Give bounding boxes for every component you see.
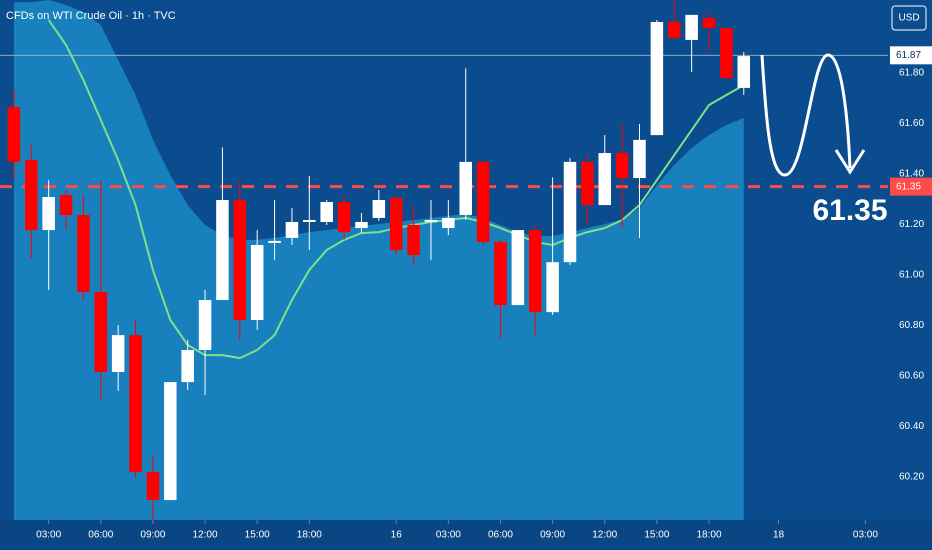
- candle-body: [25, 160, 38, 231]
- candle-body: [581, 161, 594, 206]
- chart-title: CFDs on WTI Crude Oil · 1h · TVC: [6, 10, 176, 22]
- y-tick-label: 60.80: [899, 320, 924, 331]
- y-tick-label: 61.40: [899, 169, 924, 180]
- projection-arrow: [760, 53, 852, 177]
- candle-body: [702, 17, 716, 29]
- candle-body: [7, 107, 21, 162]
- candle-body: [285, 221, 299, 238]
- x-tick-label: 12:00: [592, 530, 617, 541]
- x-tick-label: 06:00: [88, 530, 113, 541]
- candle-body: [737, 56, 751, 88]
- candle-body: [650, 21, 664, 136]
- candle-body: [250, 244, 264, 320]
- y-tick-label: 60.40: [899, 421, 924, 432]
- candle-body: [146, 472, 160, 501]
- candle-body: [320, 202, 333, 222]
- candle-body: [216, 200, 229, 301]
- candle-body: [59, 194, 73, 215]
- candle-body: [615, 153, 629, 179]
- band-area: [13, 0, 744, 520]
- y-tick-label: 61.00: [899, 270, 924, 281]
- candle-body: [494, 241, 507, 306]
- y-tick-label: 61.80: [899, 68, 924, 79]
- candle-body: [164, 382, 177, 501]
- last-price-label: 61.87: [896, 50, 921, 61]
- candle-body: [511, 230, 525, 306]
- candle-body: [111, 335, 125, 373]
- candle-body: [129, 335, 142, 473]
- candle-body: [372, 200, 386, 218]
- candle-body: [424, 219, 438, 222]
- candle-body: [720, 28, 733, 79]
- x-tick-label: 12:00: [193, 530, 218, 541]
- y-tick-label: 61.60: [899, 118, 924, 129]
- candle-body: [667, 21, 681, 38]
- y-tick-label: 61.20: [899, 219, 924, 230]
- x-tick-label: 15:00: [245, 530, 270, 541]
- level-box: [890, 177, 932, 196]
- candle-body: [407, 225, 420, 256]
- candle-body: [685, 14, 698, 40]
- currency-label: USD: [898, 13, 919, 24]
- level-annotation: 61.35: [812, 194, 887, 227]
- x-tick-label: 09:00: [140, 530, 165, 541]
- candle-body: [633, 139, 646, 179]
- candle-body: [198, 300, 212, 351]
- candle-body: [598, 153, 611, 206]
- x-tick-label: 09:00: [540, 530, 565, 541]
- candle-body: [181, 350, 194, 383]
- time-axis: [0, 520, 932, 550]
- x-tick-label: 03:00: [436, 530, 461, 541]
- candle-body: [303, 219, 316, 222]
- candle-body: [337, 202, 351, 233]
- x-tick-label: 06:00: [488, 530, 513, 541]
- candle-body: [233, 200, 247, 320]
- candle-body: [528, 230, 542, 313]
- x-tick-label: 18:00: [696, 530, 721, 541]
- candle-body: [476, 161, 490, 242]
- x-tick-label: 16: [391, 530, 403, 541]
- candle-body: [94, 291, 108, 373]
- arrow-head: [834, 149, 866, 175]
- x-tick-label: 03:00: [36, 530, 61, 541]
- currency-button[interactable]: [891, 5, 927, 31]
- x-tick-label: 03:00: [853, 530, 878, 541]
- candle-body: [268, 240, 281, 243]
- candle-body: [563, 161, 577, 263]
- x-tick-label: 18:00: [297, 530, 322, 541]
- candle-body: [355, 221, 368, 229]
- y-tick-label: 60.20: [899, 472, 924, 483]
- candle-body: [546, 262, 559, 313]
- last-price-box: [890, 46, 932, 65]
- candle-body: [389, 197, 403, 251]
- level-label: 61.35: [896, 181, 921, 192]
- candle-body: [42, 196, 55, 231]
- x-tick-label: 18: [773, 530, 785, 541]
- candle-body: [459, 161, 472, 215]
- price-axis: [888, 0, 932, 550]
- candle-body: [77, 214, 90, 292]
- x-tick-label: 15:00: [644, 530, 669, 541]
- candle-body: [442, 217, 455, 229]
- y-tick-label: 60.60: [899, 371, 924, 382]
